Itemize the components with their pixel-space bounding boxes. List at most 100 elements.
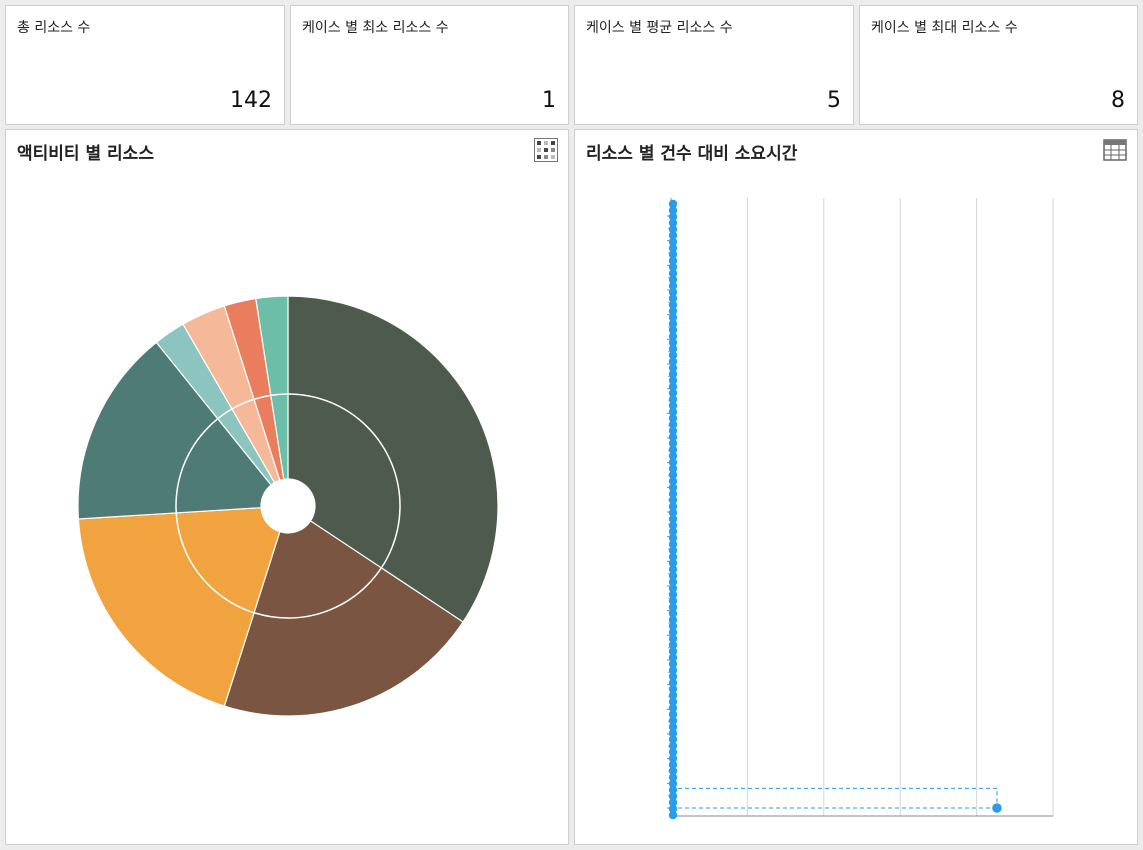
data-point <box>668 388 678 398</box>
data-point <box>668 256 678 265</box>
data-point <box>668 325 678 335</box>
data-point <box>668 489 678 498</box>
data-point <box>668 451 678 461</box>
data-point <box>668 199 678 209</box>
heatmap-grid-icon[interactable] <box>534 138 558 162</box>
data-point <box>668 300 678 309</box>
data-point <box>668 332 678 341</box>
panel-title: 액티비티 별 리소스 <box>17 144 154 164</box>
data-point <box>668 351 678 360</box>
data-point <box>668 672 678 681</box>
data-point <box>668 710 678 719</box>
data-point <box>668 634 678 643</box>
data-point <box>668 804 678 813</box>
data-point <box>668 716 678 725</box>
data-point <box>668 250 678 259</box>
data-point <box>668 558 678 568</box>
resource-scatter-chart <box>667 198 1054 820</box>
data-point <box>668 741 678 750</box>
data-point <box>668 294 678 303</box>
data-point <box>668 552 678 561</box>
data-point <box>668 338 678 347</box>
data-point <box>668 420 678 429</box>
data-point <box>668 735 678 744</box>
data-point <box>668 439 678 448</box>
data-point <box>668 237 678 246</box>
data-point <box>668 773 678 782</box>
data-point <box>668 514 678 524</box>
data-point <box>668 792 678 801</box>
data-point <box>668 584 678 593</box>
data-point <box>668 269 678 278</box>
kpi-min-resources: 케이스 별 최소 리소스 수 1 <box>290 5 569 125</box>
data-point <box>668 596 678 606</box>
data-point <box>668 577 678 587</box>
data-point <box>668 464 678 473</box>
data-point <box>668 401 678 410</box>
highlight-guide <box>671 787 998 808</box>
data-point <box>668 546 678 555</box>
data-point <box>668 395 678 404</box>
data-point <box>668 590 678 599</box>
data-point <box>668 206 678 215</box>
data-point <box>668 779 678 788</box>
data-point <box>668 382 678 391</box>
data-point <box>668 521 678 530</box>
kpi-value: 5 <box>827 88 841 113</box>
panel-title: 리소스 별 건수 대비 소요시간 <box>586 144 798 164</box>
kpi-value: 1 <box>542 88 556 113</box>
data-point <box>668 609 678 618</box>
data-point <box>668 785 678 795</box>
data-point <box>668 275 678 284</box>
data-point <box>668 306 678 316</box>
data-point <box>992 803 1002 813</box>
kpi-value: 142 <box>230 88 272 113</box>
resource-duration-panel: 리소스 별 건수 대비 소요시간 <box>574 129 1138 845</box>
data-point <box>668 666 678 675</box>
data-point <box>668 691 678 700</box>
data-point <box>668 243 678 253</box>
kpi-avg-resources: 케이스 별 평균 리소스 수 5 <box>574 5 854 125</box>
activity-sunburst-chart <box>77 295 499 717</box>
data-point <box>668 810 678 820</box>
data-point <box>668 798 678 807</box>
data-point <box>668 477 678 486</box>
data-point <box>668 533 678 543</box>
data-point <box>668 647 678 656</box>
data-point <box>668 722 678 732</box>
data-point <box>668 678 678 687</box>
data-point <box>668 212 678 221</box>
kpi-max-resources: 케이스 별 최대 리소스 수 8 <box>859 5 1138 125</box>
kpi-total-resources: 총 리소스 수 142 <box>5 5 285 125</box>
data-point <box>668 281 678 291</box>
data-point <box>668 470 678 480</box>
data-point <box>668 414 678 423</box>
data-point <box>668 313 678 322</box>
data-point <box>668 603 678 612</box>
data-point <box>668 540 678 549</box>
kpi-label: 케이스 별 평균 리소스 수 <box>586 20 733 36</box>
data-point <box>668 615 678 624</box>
kpi-value: 8 <box>1111 88 1125 113</box>
data-point <box>668 445 678 454</box>
data-point <box>668 357 678 366</box>
data-point <box>668 527 678 536</box>
data-point <box>668 432 678 442</box>
data-point <box>668 659 678 669</box>
data-point <box>668 426 678 435</box>
data-point <box>668 621 678 631</box>
data-point <box>668 571 678 580</box>
data-point <box>668 747 678 757</box>
data-point <box>668 508 678 517</box>
data-point <box>668 218 678 228</box>
table-icon[interactable] <box>1103 138 1127 162</box>
data-point <box>668 697 678 706</box>
data-point <box>668 483 678 492</box>
data-point <box>668 703 678 713</box>
data-point <box>668 344 678 354</box>
data-point <box>668 363 678 372</box>
data-point <box>668 760 678 769</box>
data-point <box>668 502 678 511</box>
sunburst-center-hole <box>261 479 315 533</box>
data-point <box>668 653 678 662</box>
